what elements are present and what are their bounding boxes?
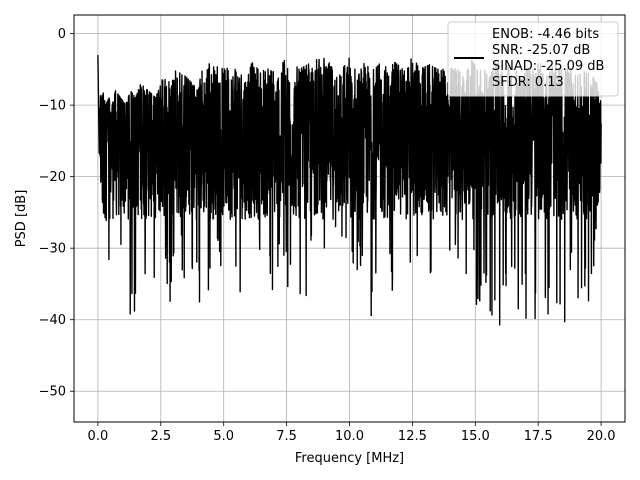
legend-box <box>447 21 619 97</box>
psd-trace <box>97 55 602 326</box>
legend: ENOB: -4.46 bits SNR: -25.07 dB SINAD: -… <box>447 21 619 97</box>
x-tick-label: 7.5 <box>276 429 297 444</box>
y-tick-label: −30 <box>39 242 66 257</box>
legend-sinad: SINAD: -25.09 dB <box>492 59 604 74</box>
x-tick-label: 0.0 <box>88 429 109 444</box>
y-tick-label: −50 <box>39 385 66 400</box>
x-tick-label: 10.0 <box>335 429 364 444</box>
x-tick-label: 2.5 <box>150 429 171 444</box>
x-tick-label: 15.0 <box>461 429 490 444</box>
legend-snr: SNR: -25.07 dB <box>492 43 590 58</box>
psd-series <box>97 55 602 326</box>
ticks: 0.0 2.5 5.0 7.5 10.0 12.5 15.0 17.5 20.0 0 −10 −20 −… <box>39 27 616 444</box>
y-tick-label: −10 <box>39 99 66 114</box>
x-tick-label: 5.0 <box>213 429 234 444</box>
y-tick-label: −20 <box>39 170 66 185</box>
x-tick-label: 17.5 <box>524 429 553 444</box>
legend-enob: ENOB: -4.46 bits <box>492 27 599 42</box>
y-tick-label: −40 <box>39 313 66 328</box>
x-tick-label: 12.5 <box>398 429 427 444</box>
y-tick-label: 0 <box>58 27 66 42</box>
legend-sfdr: SFDR: 0.13 <box>492 75 564 90</box>
y-axis-title: PSD [dB] <box>14 190 29 248</box>
x-axis-title: Frequency [MHz] <box>295 451 404 466</box>
x-tick-label: 20.0 <box>587 429 616 444</box>
